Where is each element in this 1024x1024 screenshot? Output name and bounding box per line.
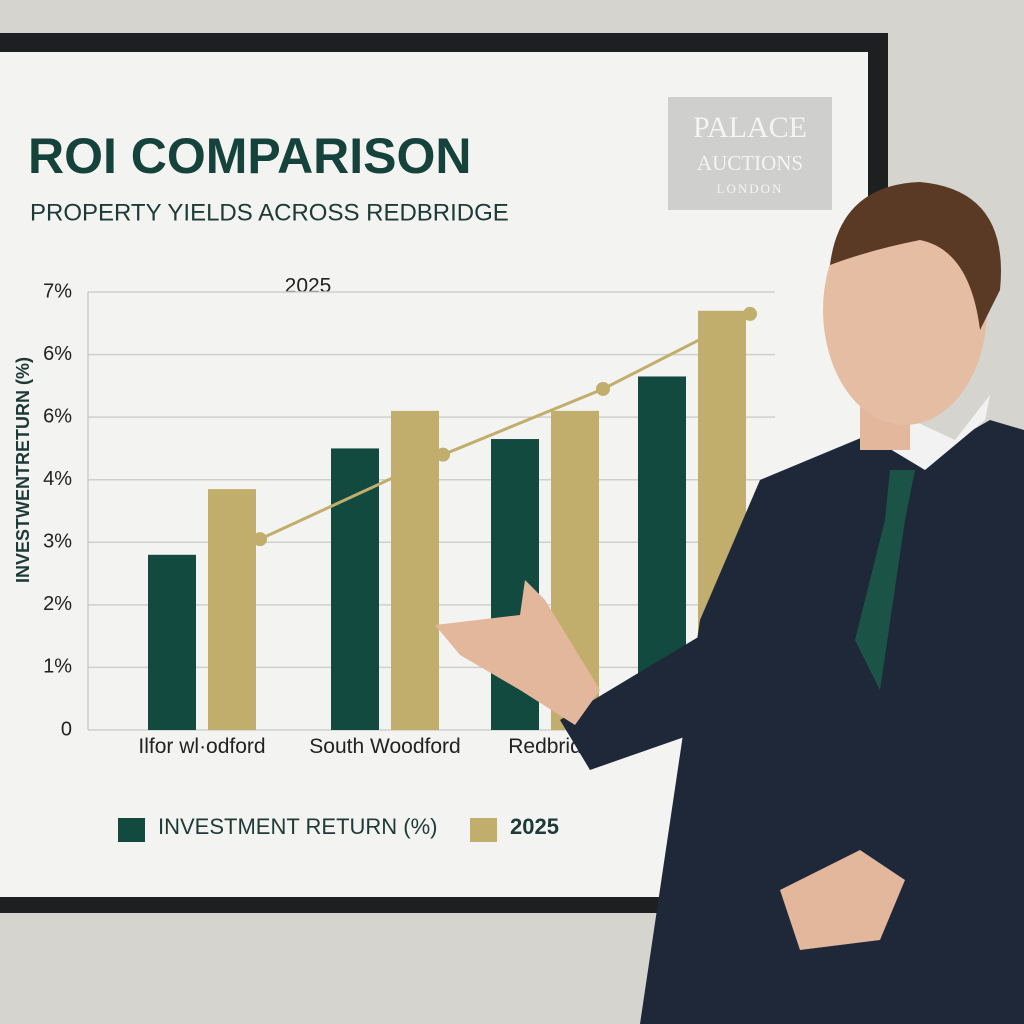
- legend-swatch: [118, 818, 145, 842]
- x-tick-label: Redbrid: [508, 735, 582, 758]
- logo-box: [668, 97, 832, 210]
- logo-text: LONDON: [717, 181, 784, 196]
- y-tick-label: 6%: [43, 343, 72, 365]
- trend-point: [596, 381, 610, 396]
- y-tick-label: 7%: [43, 280, 72, 302]
- x-tick-label: Ilfor wl·odford: [138, 735, 266, 758]
- suit: [640, 420, 1024, 1024]
- bar: [208, 489, 256, 730]
- x-tick-label: South Woodford: [309, 735, 461, 758]
- legend-label: INVESTMENT RETURN (%): [158, 814, 438, 839]
- trend-point: [436, 447, 450, 462]
- chart-title: ROI COMPARISON: [28, 128, 472, 184]
- sleeve: [560, 600, 790, 770]
- hair: [830, 182, 1001, 330]
- bar: [391, 410, 439, 730]
- y-tick-label: 4%: [43, 468, 72, 490]
- trend-point: [253, 532, 267, 547]
- trend-line: [259, 312, 751, 541]
- hand: [780, 850, 905, 950]
- shirt-collar: [875, 395, 990, 470]
- y-tick-label: 2%: [43, 593, 72, 615]
- hand: [435, 580, 600, 725]
- logo-text: AUCTIONS: [697, 151, 803, 175]
- legend-label: 2025: [510, 814, 559, 839]
- y-axis-label: INVESTWENTRETURN (%): [13, 357, 33, 583]
- y-tick-label: 6%: [43, 405, 72, 427]
- y-tick-label: 3%: [43, 531, 72, 553]
- trend-point: [743, 306, 757, 321]
- logo-text: PALACE: [693, 111, 807, 144]
- y-tick-label: 1%: [43, 656, 72, 678]
- chart-subtitle: PROPERTY YIELDS ACROSS REDBRIDGE: [30, 199, 509, 226]
- bar: [148, 554, 196, 730]
- tie: [855, 470, 915, 690]
- legend-swatch: [470, 818, 497, 842]
- y-tick-label: 0: [61, 718, 72, 740]
